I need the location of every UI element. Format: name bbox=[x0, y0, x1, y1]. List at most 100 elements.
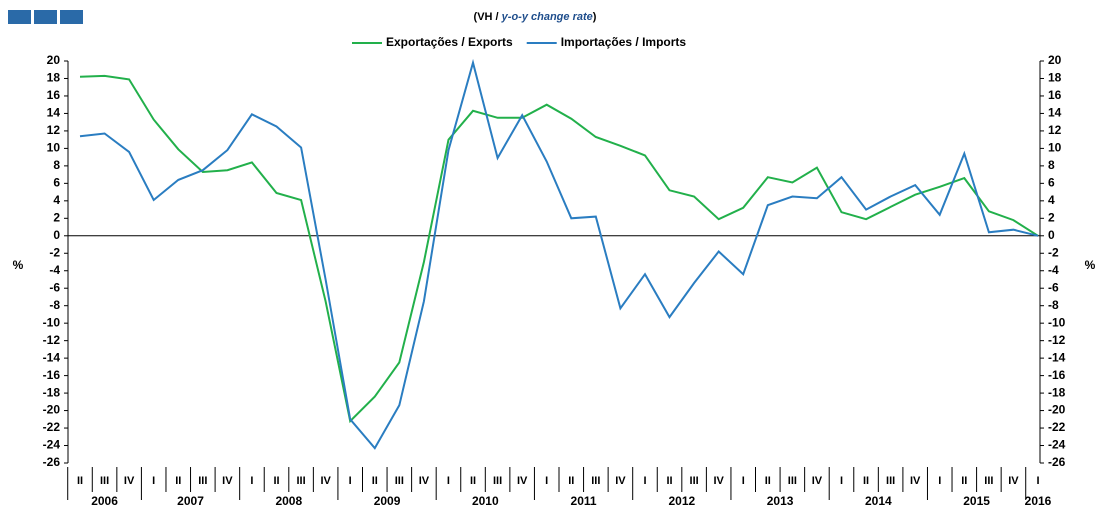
x-tick-label: III bbox=[591, 475, 600, 487]
x-tick-label: I bbox=[250, 475, 253, 487]
title-part: y-o-y change rate bbox=[501, 11, 593, 23]
y2-tick-label: -8 bbox=[1048, 298, 1059, 312]
y-tick-label: -26 bbox=[43, 455, 61, 469]
x-tick-label: I bbox=[152, 475, 155, 487]
x-year-label: 2009 bbox=[374, 494, 401, 506]
y2-tick-label: -26 bbox=[1048, 455, 1066, 469]
y2-tick-label: -2 bbox=[1048, 245, 1059, 259]
x-tick-label: IV bbox=[517, 475, 528, 487]
title-part: (VH / bbox=[474, 11, 502, 23]
y2-tick-label: 16 bbox=[1048, 88, 1062, 102]
y-tick-label: -10 bbox=[43, 315, 61, 329]
x-tick-label: I bbox=[643, 475, 646, 487]
x-tick-label: II bbox=[666, 475, 672, 487]
y2-tick-label: 6 bbox=[1048, 176, 1055, 190]
y-tick-label: 20 bbox=[47, 53, 61, 67]
x-year-label: 2010 bbox=[472, 494, 499, 506]
y-tick-label: -2 bbox=[49, 245, 60, 259]
y2-tick-label: 0 bbox=[1048, 228, 1055, 242]
x-tick-label: I bbox=[349, 475, 352, 487]
y-tick-label: -8 bbox=[49, 298, 60, 312]
y-tick-label: -12 bbox=[43, 333, 61, 347]
x-tick-label: IV bbox=[124, 475, 135, 487]
logo-block bbox=[60, 10, 83, 24]
y2-tick-label: 18 bbox=[1048, 71, 1062, 85]
y2-tick-label: -22 bbox=[1048, 420, 1066, 434]
x-tick-label: III bbox=[100, 475, 109, 487]
y2-tick-label: 12 bbox=[1048, 123, 1062, 137]
x-year-label: 2008 bbox=[275, 494, 302, 506]
legend-label: Exportações / Exports bbox=[386, 35, 513, 49]
y-tick-label: 10 bbox=[47, 141, 61, 155]
x-year-label: 2011 bbox=[571, 494, 597, 506]
x-tick-label: I bbox=[447, 475, 450, 487]
y-tick-label: -18 bbox=[43, 385, 61, 399]
y2-tick-label: 8 bbox=[1048, 158, 1055, 172]
y2-tick-label: -12 bbox=[1048, 333, 1066, 347]
legend-label: Importações / Imports bbox=[561, 35, 687, 49]
y2-axis-label: % bbox=[1085, 258, 1096, 272]
y-tick-label: 2 bbox=[53, 210, 60, 224]
x-year-label: 2013 bbox=[767, 494, 794, 506]
x-year-label: 2006 bbox=[91, 494, 118, 506]
x-tick-label: III bbox=[788, 475, 797, 487]
x-tick-label: IV bbox=[1008, 475, 1019, 487]
x-tick-label: III bbox=[395, 475, 404, 487]
x-year-label: 2014 bbox=[865, 494, 892, 506]
x-tick-label: II bbox=[765, 475, 771, 487]
y2-tick-label: 14 bbox=[1048, 106, 1062, 120]
y2-tick-label: -18 bbox=[1048, 385, 1066, 399]
x-tick-label: III bbox=[296, 475, 305, 487]
x-tick-label: II bbox=[273, 475, 279, 487]
x-tick-label: III bbox=[690, 475, 699, 487]
y2-tick-label: -10 bbox=[1048, 315, 1066, 329]
x-tick-label: IV bbox=[320, 475, 331, 487]
logo-block bbox=[34, 10, 57, 24]
y2-tick-label: -4 bbox=[1048, 263, 1059, 277]
y-tick-label: 4 bbox=[53, 193, 60, 207]
series-line bbox=[79, 58, 1039, 450]
x-tick-label: IV bbox=[812, 475, 823, 487]
y-tick-label: 6 bbox=[53, 176, 60, 190]
x-tick-label: I bbox=[840, 475, 843, 487]
y-tick-label: 8 bbox=[53, 158, 60, 172]
x-tick-label: III bbox=[984, 475, 993, 487]
y-tick-label: -22 bbox=[43, 420, 61, 434]
x-tick-label: II bbox=[470, 475, 476, 487]
series-line bbox=[79, 74, 1039, 424]
y2-tick-label: -20 bbox=[1048, 403, 1066, 417]
y-tick-label: 14 bbox=[47, 106, 61, 120]
x-tick-label: II bbox=[372, 475, 378, 487]
x-tick-label: IV bbox=[910, 475, 921, 487]
y-tick-label: -24 bbox=[43, 438, 61, 452]
y-tick-label: -6 bbox=[49, 280, 60, 294]
x-tick-label: I bbox=[545, 475, 548, 487]
y-axis-label: % bbox=[13, 258, 24, 272]
x-tick-label: I bbox=[938, 475, 941, 487]
x-tick-label: II bbox=[961, 475, 967, 487]
logo-block bbox=[8, 10, 31, 24]
y-tick-label: 18 bbox=[47, 71, 61, 85]
y2-tick-label: 2 bbox=[1048, 210, 1055, 224]
x-tick-label: II bbox=[77, 475, 83, 487]
y-tick-label: -14 bbox=[43, 350, 61, 364]
y-tick-label: 0 bbox=[53, 228, 60, 242]
x-tick-label: III bbox=[886, 475, 895, 487]
x-tick-label: IV bbox=[713, 475, 724, 487]
x-tick-label: IV bbox=[419, 475, 430, 487]
x-tick-label: I bbox=[742, 475, 745, 487]
x-tick-label: II bbox=[175, 475, 181, 487]
y2-tick-label: -6 bbox=[1048, 280, 1059, 294]
y2-tick-label: 4 bbox=[1048, 193, 1055, 207]
x-tick-label: I bbox=[1036, 475, 1039, 487]
y2-tick-label: -14 bbox=[1048, 350, 1066, 364]
x-year-label: 2015 bbox=[963, 494, 990, 506]
x-year-label: 2016 bbox=[1025, 494, 1052, 506]
title-part: ) bbox=[593, 11, 597, 23]
y-tick-label: 12 bbox=[47, 123, 61, 137]
y-tick-label: -20 bbox=[43, 403, 61, 417]
x-tick-label: IV bbox=[222, 475, 233, 487]
x-year-label: 2012 bbox=[668, 494, 695, 506]
y2-tick-label: 10 bbox=[1048, 141, 1062, 155]
